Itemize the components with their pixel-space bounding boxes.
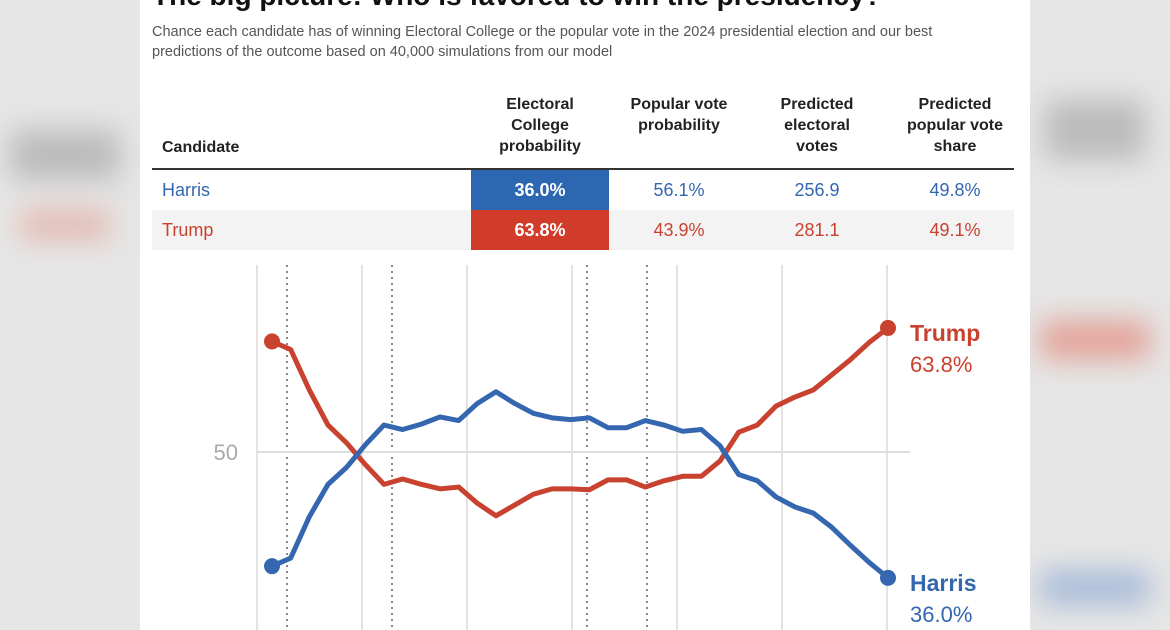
end-label-value: 36.0%: [910, 602, 972, 627]
end-label-name: Harris: [910, 570, 976, 596]
backdrop: [1045, 100, 1145, 160]
backdrop: [10, 130, 120, 180]
endpoint: [880, 319, 896, 336]
endpoint: [264, 333, 280, 350]
table-cell: 43.9%: [653, 220, 705, 240]
candidate-name: Harris: [162, 180, 210, 200]
subtitle: Chance each candidate has of winning Ele…: [152, 24, 933, 60]
column-header: Predicted popular vote share: [906, 96, 1003, 155]
title: The big picture: Who is favored to win t…: [152, 0, 882, 12]
end-label-name: Trump: [910, 320, 980, 346]
end-label-value: 63.8%: [910, 352, 972, 377]
table-cell: 56.1%: [653, 180, 705, 200]
column-header: Popular vote probability: [630, 96, 728, 134]
table-cell: 49.8%: [929, 180, 981, 200]
panel: [140, 0, 1030, 630]
probability-cell: 36.0%: [471, 170, 609, 210]
column-header: Electoral College probability: [499, 96, 581, 155]
column-header: Predicted electoral votes: [780, 96, 854, 155]
backdrop: [1040, 570, 1150, 605]
backdrop: [20, 210, 110, 240]
probability-cell: 63.8%: [471, 210, 609, 250]
endpoint: [264, 558, 280, 575]
table-cell: 281.1: [794, 220, 840, 240]
series-line: [271, 389, 890, 580]
table-cell: 49.1%: [929, 220, 981, 240]
candidate-name: Trump: [162, 220, 214, 240]
column-header: Candidate: [162, 139, 240, 156]
backdrop: [1040, 320, 1150, 360]
endpoint: [880, 569, 896, 586]
series-line: [271, 325, 890, 519]
table-cell: 256.9: [794, 180, 840, 200]
header-rule: [152, 168, 1014, 170]
y-tick-label: 50: [214, 440, 238, 465]
